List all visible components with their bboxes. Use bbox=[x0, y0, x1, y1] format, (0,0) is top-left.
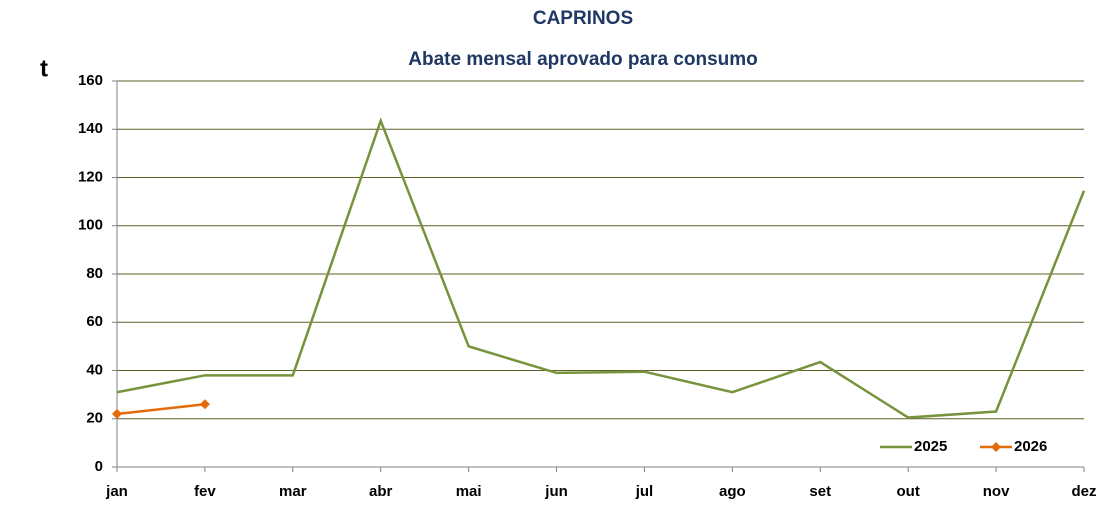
x-tick-label: out bbox=[897, 483, 920, 500]
point-marker bbox=[112, 408, 122, 419]
chart-subtitle: Abate mensal aprovado para consumo bbox=[408, 49, 758, 70]
x-tick-label: jun bbox=[544, 483, 568, 500]
y-axis-label: t bbox=[40, 55, 48, 82]
y-tick-label: 160 bbox=[78, 72, 103, 89]
y-tick-label: 80 bbox=[86, 265, 103, 282]
series-line bbox=[116, 403, 206, 416]
x-tick-label: ago bbox=[719, 483, 746, 500]
x-tick-label: jul bbox=[635, 483, 654, 500]
y-tick-label: 100 bbox=[78, 217, 103, 234]
x-tick-label: set bbox=[809, 483, 831, 500]
y-tick-label: 120 bbox=[78, 168, 103, 185]
y-tick-label: 60 bbox=[86, 313, 103, 330]
x-tick-label: fev bbox=[194, 483, 216, 500]
x-tick-label: dez bbox=[1071, 483, 1096, 500]
x-tick-label: mar bbox=[279, 483, 307, 500]
y-tick-label: 20 bbox=[86, 410, 103, 427]
x-tick-label: abr bbox=[369, 483, 393, 500]
legend-label: 2026 bbox=[1014, 438, 1047, 455]
y-tick-label: 140 bbox=[78, 120, 103, 137]
series-line bbox=[116, 117, 1086, 419]
x-tick-label: nov bbox=[983, 483, 1010, 500]
x-tick-label: jan bbox=[105, 483, 128, 500]
y-tick-label: 40 bbox=[86, 361, 103, 378]
point-marker bbox=[199, 399, 210, 410]
legend-label: 2025 bbox=[914, 438, 947, 455]
chart-title: CAPRINOS bbox=[533, 8, 633, 29]
legend-marker bbox=[991, 442, 1001, 452]
y-tick-label: 0 bbox=[95, 458, 103, 475]
x-tick-label: mai bbox=[456, 483, 482, 500]
